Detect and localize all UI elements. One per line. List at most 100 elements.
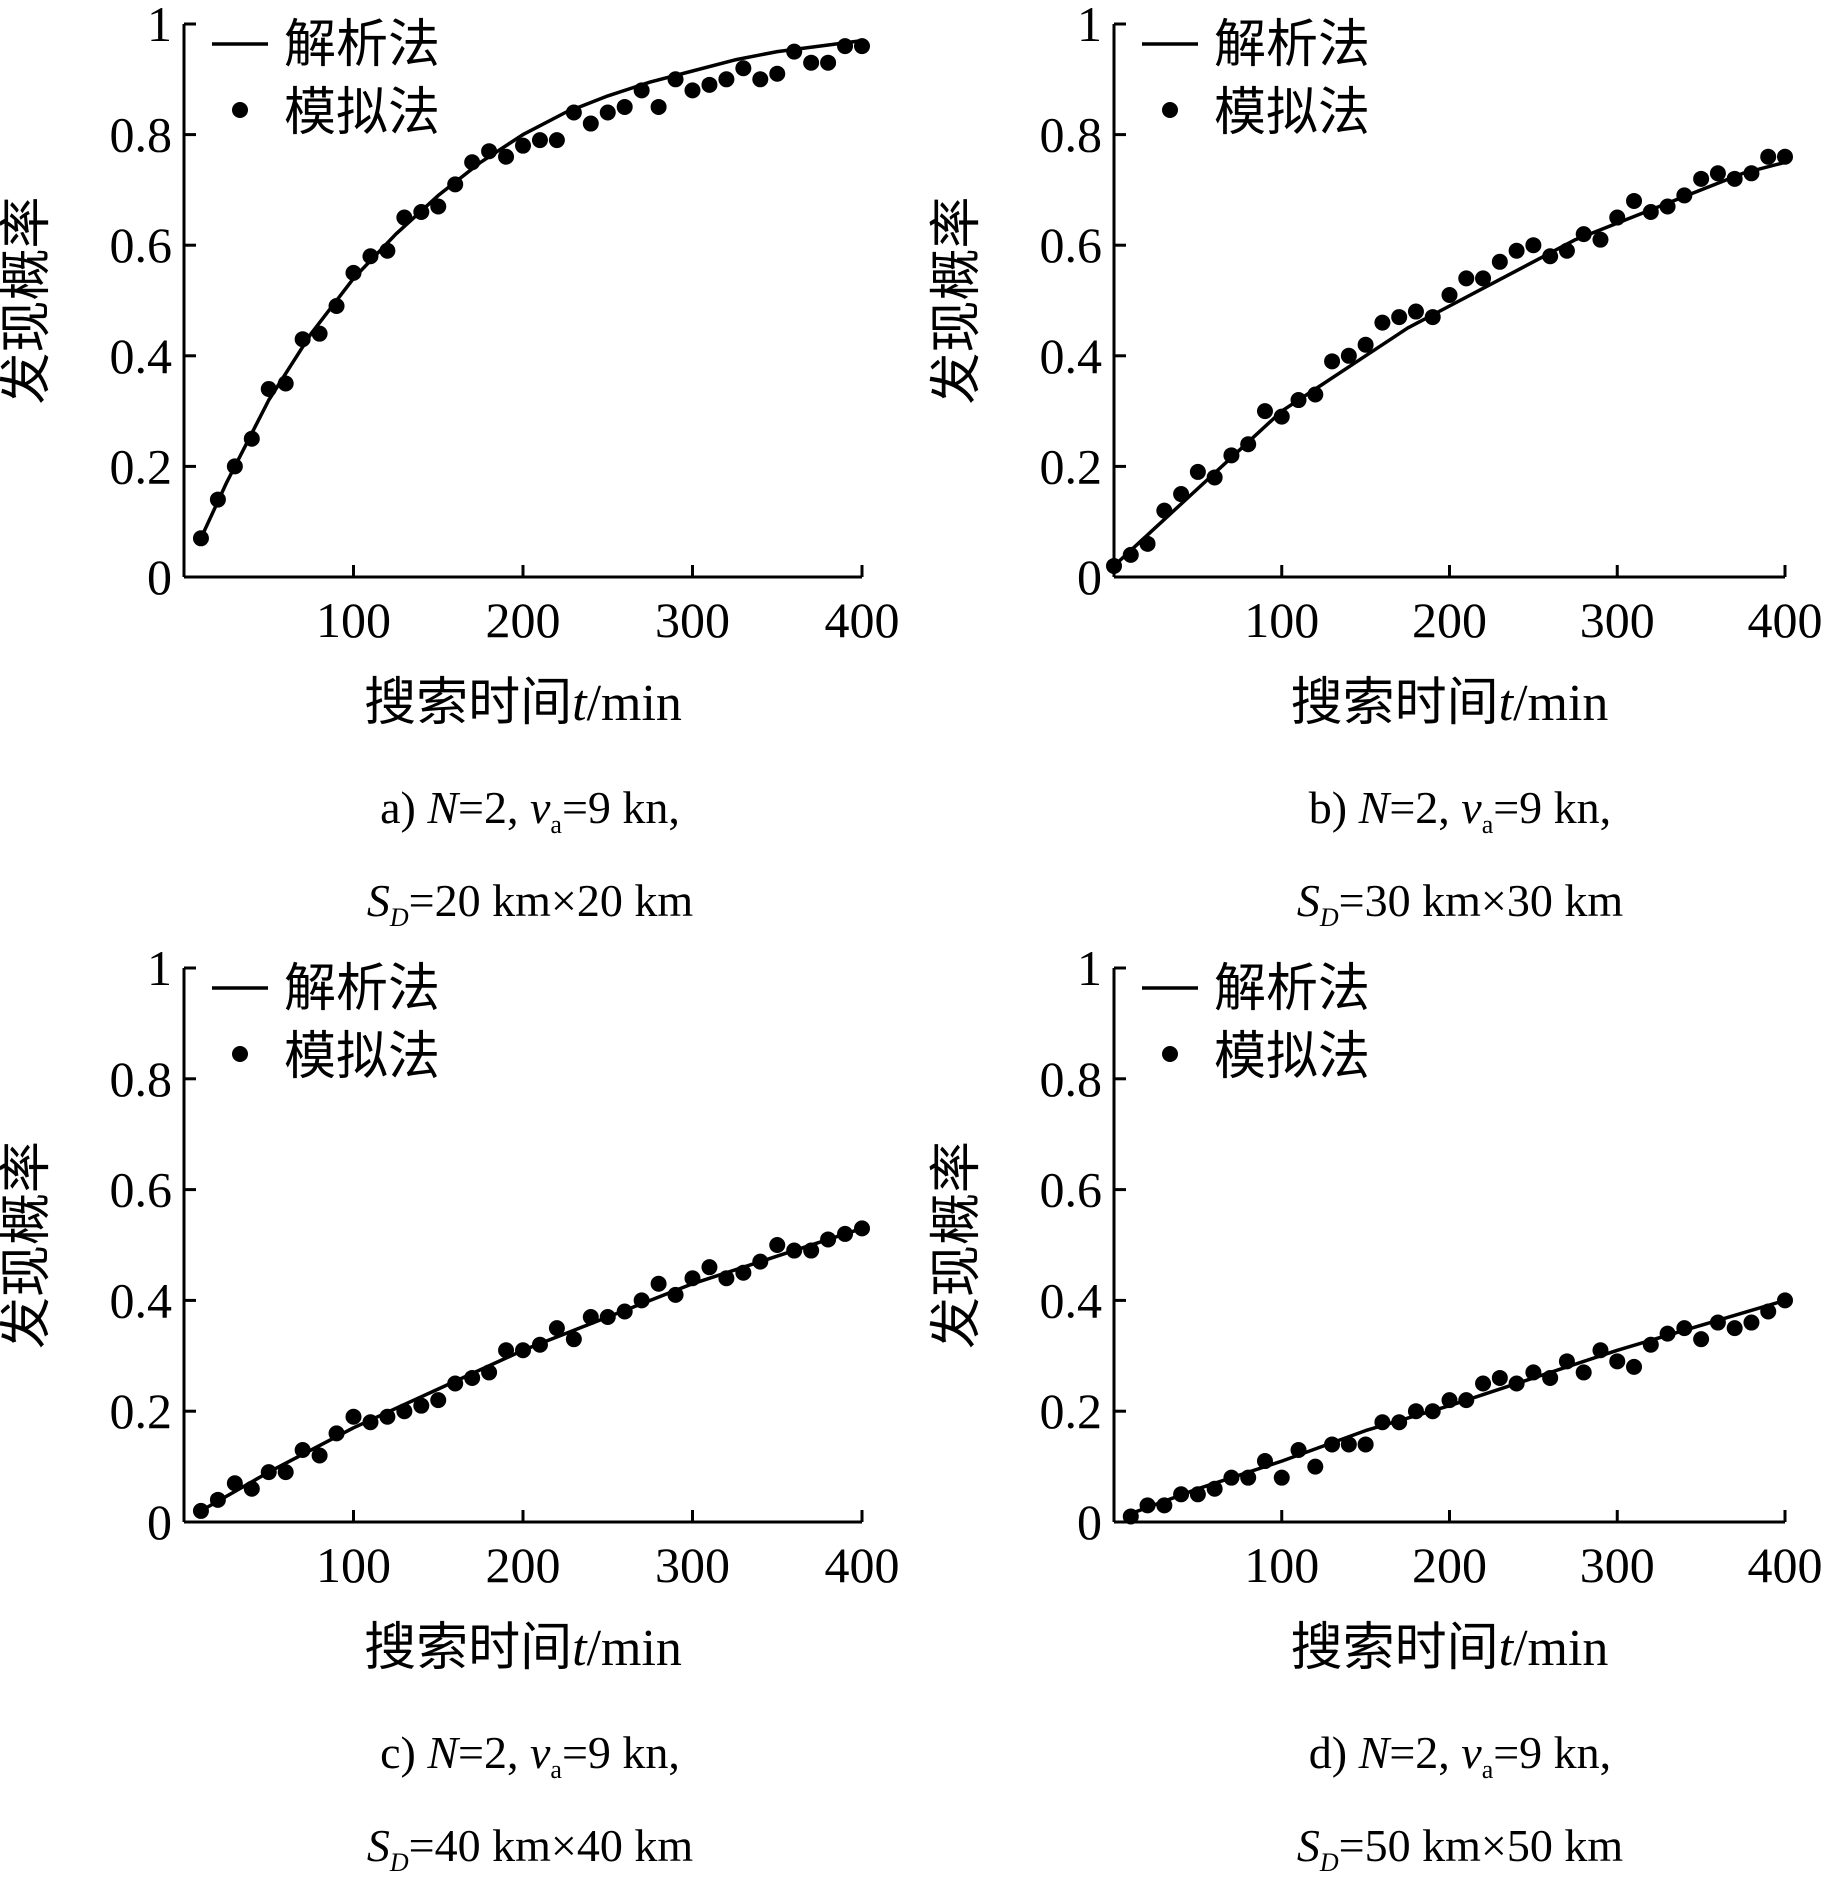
- data-point-simulation: [1173, 1486, 1190, 1503]
- caption-a: a) N=2, va=9 kn, SD=20 km×20 km: [366, 782, 694, 932]
- data-point-simulation: [837, 1225, 854, 1242]
- x-tick-label: 100: [1244, 592, 1319, 648]
- legend-dot-swatch: [232, 102, 248, 118]
- data-point-simulation: [616, 1303, 633, 1320]
- data-point-simulation: [226, 458, 243, 475]
- data-point-simulation: [667, 71, 684, 88]
- data-point-simulation: [752, 71, 769, 88]
- data-point-simulation: [396, 209, 413, 226]
- y-tick-label: 1: [147, 940, 172, 996]
- data-point-simulation: [1189, 1486, 1206, 1503]
- data-point-simulation: [1441, 286, 1458, 303]
- data-point-simulation: [1307, 1458, 1324, 1475]
- data-point-simulation: [1659, 198, 1676, 215]
- data-point-simulation: [1122, 1508, 1139, 1525]
- data-point-simulation: [1491, 253, 1508, 270]
- data-point-simulation: [548, 132, 565, 149]
- data-point-simulation: [1273, 408, 1290, 425]
- caption-b: b) N=2, va=9 kn, SD=30 km×30 km: [1296, 782, 1624, 932]
- data-point-simulation: [1357, 336, 1374, 353]
- y-tick-label: 0.4: [1040, 1272, 1103, 1328]
- data-point-simulation: [1676, 187, 1693, 204]
- data-point-simulation: [277, 1464, 294, 1481]
- x-tick-label: 300: [655, 1537, 730, 1593]
- y-tick-label: 0.6: [110, 1162, 173, 1218]
- data-point-simulation: [718, 71, 735, 88]
- data-point-simulation: [1256, 403, 1273, 420]
- data-point-simulation: [650, 1275, 667, 1292]
- data-point-simulation: [1642, 1336, 1659, 1353]
- data-point-simulation: [1542, 1369, 1559, 1386]
- data-point-simulation: [464, 1369, 481, 1386]
- data-point-simulation: [1206, 469, 1223, 486]
- data-point-simulation: [582, 1309, 599, 1326]
- data-point-simulation: [599, 1309, 616, 1326]
- data-point-simulation: [684, 1270, 701, 1287]
- data-point-simulation: [1726, 170, 1743, 187]
- data-point-simulation: [1777, 148, 1793, 165]
- x-tick-label: 200: [486, 592, 561, 648]
- data-point-simulation: [1324, 1436, 1341, 1453]
- data-point-simulation: [1709, 165, 1726, 182]
- data-point-simulation: [854, 1220, 870, 1237]
- data-point-simulation: [430, 198, 447, 215]
- data-point-simulation: [667, 1286, 684, 1303]
- data-point-simulation: [1458, 1392, 1475, 1409]
- data-point-simulation: [1575, 226, 1592, 243]
- caption-c: c) N=2, va=9 kn, SD=40 km×40 km: [366, 1727, 694, 1877]
- data-point-simulation: [1575, 1364, 1592, 1381]
- data-point-simulation: [1525, 237, 1542, 254]
- data-point-simulation: [1626, 192, 1643, 209]
- data-point-simulation: [854, 38, 870, 55]
- series-line-analytic: [1112, 160, 1786, 568]
- data-point-simulation: [1223, 1469, 1240, 1486]
- y-tick-label: 0.8: [1040, 1051, 1103, 1107]
- data-point-simulation: [718, 1270, 735, 1287]
- data-point-simulation: [684, 82, 701, 99]
- data-point-simulation: [447, 1375, 464, 1392]
- data-point-simulation: [735, 1264, 752, 1281]
- y-tick-label: 1: [1077, 940, 1102, 996]
- data-point-simulation: [328, 298, 345, 315]
- legend-label-simulation: 模拟法: [1214, 85, 1370, 142]
- data-point-simulation: [1542, 248, 1559, 265]
- data-point-simulation: [1760, 148, 1777, 165]
- data-point-simulation: [1743, 1314, 1760, 1331]
- x-axis-label: 搜索时间t/min: [364, 1620, 682, 1677]
- data-point-simulation: [1558, 1353, 1575, 1370]
- data-point-simulation: [362, 1414, 379, 1431]
- data-point-simulation: [701, 1259, 718, 1276]
- y-tick-label: 0.4: [110, 1272, 173, 1328]
- data-point-simulation: [311, 325, 328, 342]
- data-point-simulation: [1256, 1453, 1273, 1470]
- data-point-simulation: [1290, 1441, 1307, 1458]
- data-point-simulation: [226, 1475, 243, 1492]
- data-point-simulation: [413, 204, 430, 221]
- data-point-simulation: [498, 148, 515, 165]
- data-point-simulation: [1139, 535, 1156, 552]
- data-point-simulation: [1609, 1353, 1626, 1370]
- legend-dot-swatch: [1162, 102, 1178, 118]
- legend-label-analytic: 解析法: [1214, 17, 1370, 74]
- data-point-simulation: [582, 115, 599, 132]
- legend-label-simulation: 模拟法: [284, 1029, 440, 1086]
- y-axis-label: 发现概率: [0, 1141, 56, 1349]
- data-point-simulation: [1475, 270, 1492, 287]
- data-point-simulation: [1290, 392, 1307, 409]
- data-point-simulation: [192, 530, 209, 547]
- y-axis-label: 发现概率: [929, 1141, 986, 1349]
- data-point-simulation: [531, 132, 548, 149]
- y-tick-label: 0.6: [1040, 1162, 1103, 1218]
- x-tick-label: 400: [825, 592, 900, 648]
- data-point-simulation: [1743, 165, 1760, 182]
- y-tick-label: 0: [147, 1494, 172, 1550]
- x-axis-label: 搜索时间t/min: [1291, 675, 1609, 732]
- data-point-simulation: [1760, 1303, 1777, 1320]
- y-tick-label: 0.8: [1040, 107, 1103, 163]
- data-point-simulation: [1357, 1436, 1374, 1453]
- data-point-simulation: [1642, 204, 1659, 221]
- data-point-simulation: [1374, 1414, 1391, 1431]
- data-point-simulation: [192, 1502, 209, 1519]
- data-point-simulation: [1424, 1403, 1441, 1420]
- data-point-simulation: [1407, 1403, 1424, 1420]
